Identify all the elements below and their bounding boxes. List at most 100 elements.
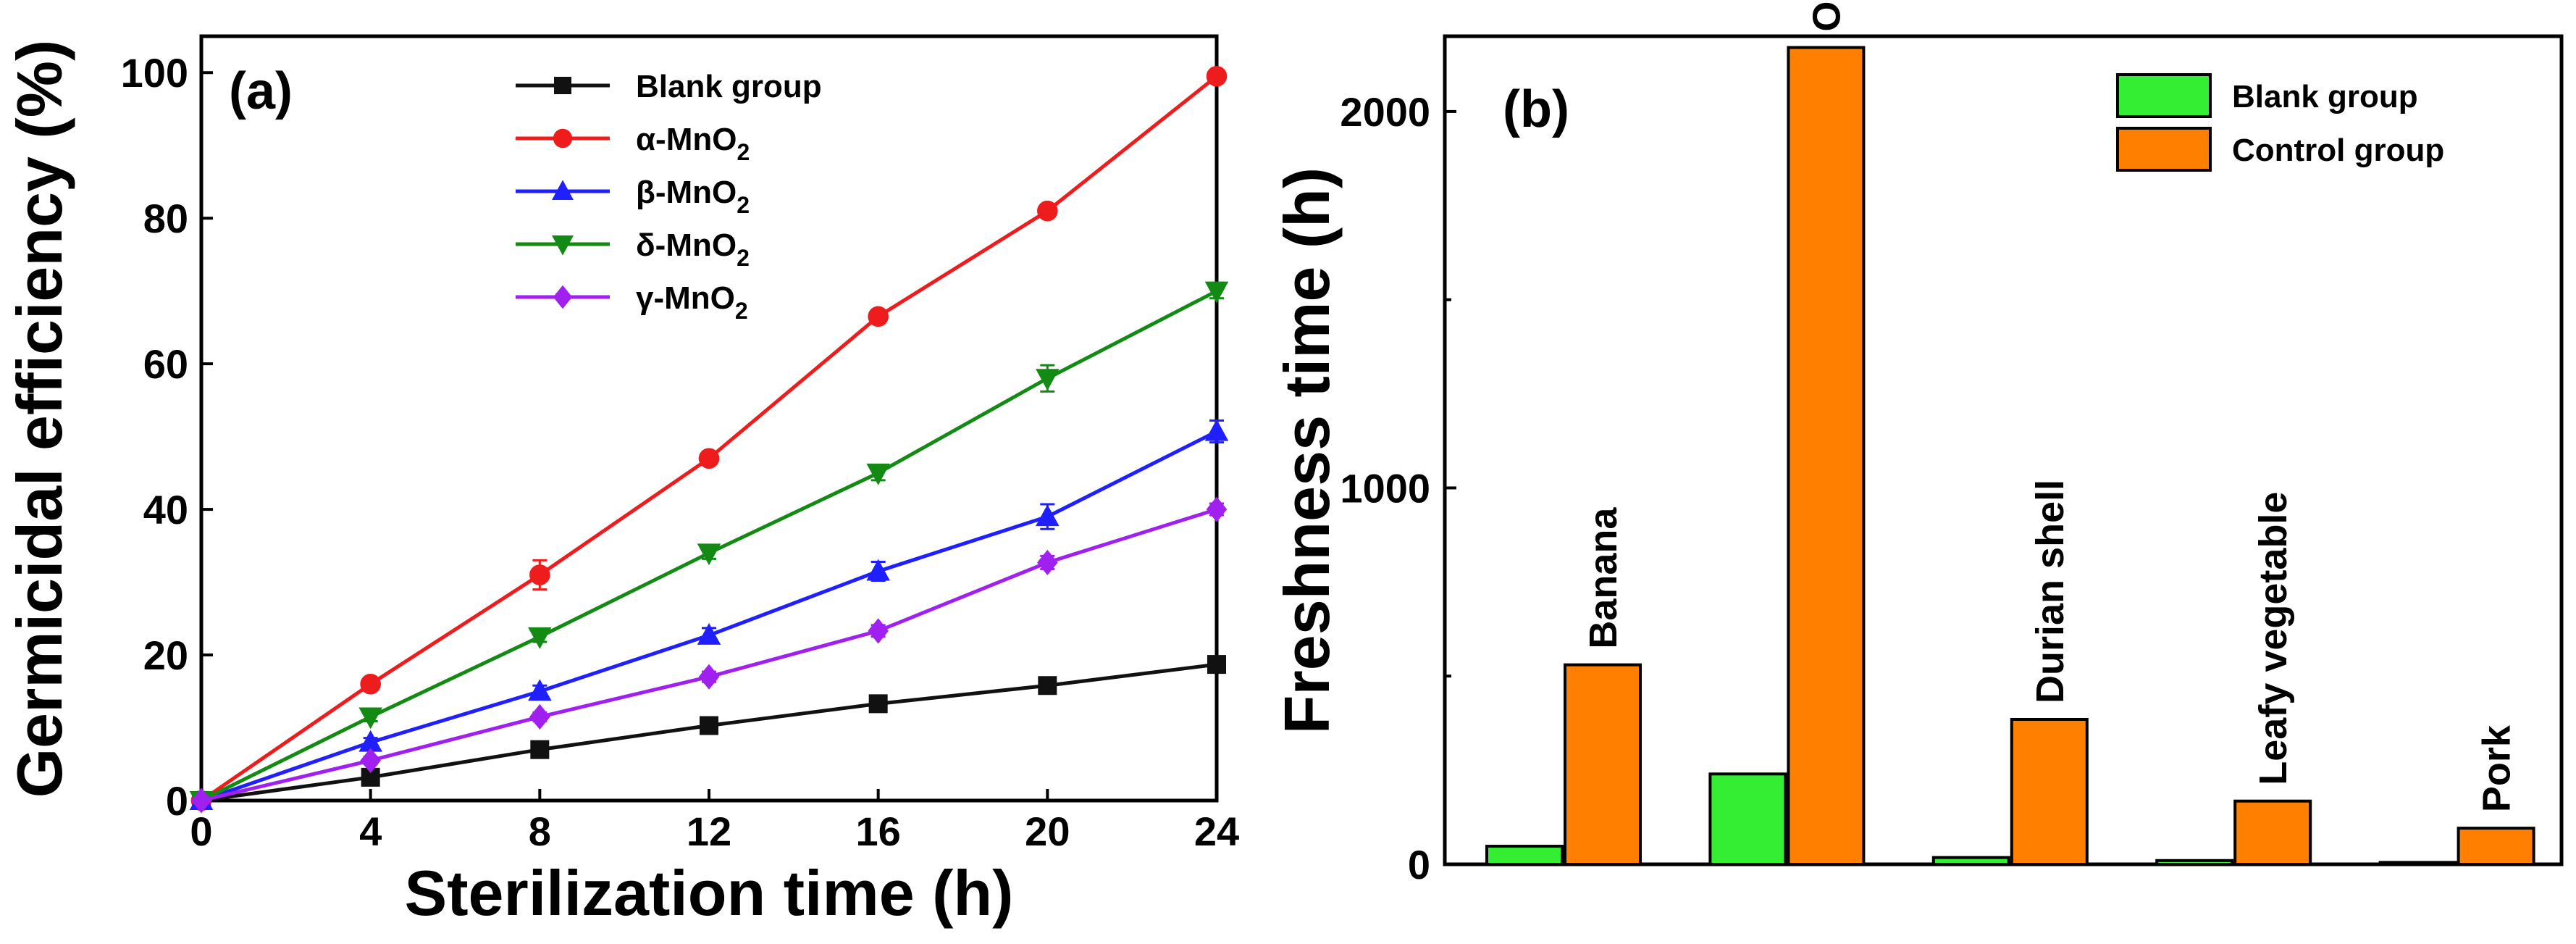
series-line: [201, 430, 1218, 803]
data-point: [358, 707, 382, 730]
y-tick-label: 0: [1408, 842, 1430, 887]
y-tick-label: 0: [166, 778, 188, 824]
data-point: [1036, 369, 1060, 391]
y-tick-label: 20: [143, 632, 188, 678]
bar-blank-group: [1708, 772, 1787, 866]
bar-group-Durian shell: Durian shell: [1931, 480, 2089, 866]
x-axis-title-a: Sterilization time (h): [405, 857, 1014, 929]
data-point: [868, 306, 889, 327]
series-γ-MnO2: [190, 496, 1228, 814]
bar-group-b: Banana Orange Durian shell Leafy vegetable P…: [1485, 0, 2535, 866]
bar-control-group: [2457, 827, 2535, 866]
legend-entry: Blank group: [2116, 73, 2418, 118]
data-point: [1204, 281, 1229, 304]
data-point: [554, 77, 571, 94]
y-tick-label: 100: [121, 50, 188, 96]
data-point: [552, 180, 574, 200]
legend-label: Control group: [2232, 133, 2444, 168]
x-tick-label: 24: [1194, 809, 1239, 854]
legend-label-main: δ-MnO: [636, 227, 737, 263]
y-axis-title-b: Freshness time (h): [1271, 167, 1343, 734]
bar-group-Pork: Pork: [2378, 724, 2535, 866]
data-point: [360, 673, 381, 695]
data-point: [697, 543, 721, 566]
legend-label: Blank group: [636, 69, 822, 104]
data-point: [1207, 655, 1226, 674]
bar-control-group: [1564, 663, 1642, 866]
data-point: [360, 748, 381, 774]
legend-label: Blank group: [2232, 79, 2418, 114]
data-point: [698, 664, 720, 690]
data-point: [1206, 65, 1228, 87]
x-tick-label: 4: [359, 809, 382, 854]
data-point: [1204, 419, 1229, 441]
x-tick-label: 12: [687, 809, 731, 854]
bar-blank-group: [2155, 859, 2234, 866]
legend-label-subscript: 2: [735, 298, 748, 324]
bar-blank-group: [1485, 845, 1564, 866]
bar-category-label: Durian shell: [2029, 480, 2072, 703]
series-β-MnO2: [189, 419, 1229, 810]
bar-category-label: Leafy vegetable: [2252, 492, 2295, 785]
legend-label-main: γ-MnO: [636, 280, 735, 316]
data-point: [1038, 676, 1057, 696]
legend-entry: γ-MnO2: [516, 280, 748, 324]
line-chart-panel-a: (a) 0 4 8 12 16 20 24 0 20 40 60 80 100 Blank group α…: [4, 34, 1240, 929]
bar-blank-group: [1931, 856, 2010, 866]
legend-entry: α-MnO2: [516, 122, 750, 165]
y-tick-label: 60: [143, 341, 188, 387]
data-point: [1206, 496, 1228, 522]
legend-label-subscript: 2: [737, 139, 750, 165]
data-point: [700, 716, 718, 735]
bar-blank-group: [2378, 861, 2457, 866]
data-point: [530, 740, 550, 759]
y-tick-label: 40: [143, 487, 188, 532]
x-tick-label: 0: [190, 809, 212, 854]
legend-label-main: α-MnO: [636, 122, 737, 157]
data-point: [698, 448, 720, 469]
bar-control-group: [1787, 46, 1866, 866]
legend-swatch: [2116, 127, 2212, 172]
y-tick-label: 1000: [1340, 465, 1430, 511]
data-point: [529, 703, 550, 730]
data-point: [866, 559, 890, 581]
tick-group-a: 0 4 8 12 16 20 24 0 20 40 60 80 100: [121, 50, 1240, 854]
data-point: [358, 730, 382, 752]
x-tick-label: 20: [1025, 809, 1070, 854]
data-point: [190, 788, 212, 814]
data-point: [553, 128, 573, 149]
bar-group-Orange: Orange: [1708, 0, 1866, 866]
data-point: [1037, 549, 1058, 575]
bar-control-group: [2010, 717, 2089, 866]
x-tick-label: 8: [529, 809, 551, 854]
legend-label: α-MnO2: [636, 122, 750, 165]
legend-label: β-MnO2: [636, 175, 750, 218]
data-point: [528, 679, 552, 701]
data-point: [866, 463, 890, 485]
data-point: [528, 627, 552, 649]
bar-group-Banana: Banana: [1485, 507, 1642, 866]
panel-label-a: (a): [229, 62, 293, 120]
legend-label-subscript: 2: [737, 245, 750, 271]
y-axis-title-a: Germicidal efficiency (%): [4, 40, 75, 798]
bar-category-label: Pork: [2475, 724, 2519, 812]
series-group-a: [189, 65, 1229, 814]
data-point: [1037, 200, 1058, 222]
legend-label: δ-MnO2: [636, 227, 750, 271]
data-point: [868, 694, 888, 714]
data-point: [553, 285, 573, 309]
bar-category-label: Orange: [1805, 0, 1848, 32]
legend-label-subscript: 2: [737, 192, 750, 218]
panel-label-b: (b): [1503, 80, 1569, 138]
bar-chart-panel-b: (b) 0 1000 2000 Banana Orange Durian shell Le…: [1271, 0, 2564, 887]
legend-entry: Control group: [2116, 127, 2444, 172]
legend-label-main: Blank group: [636, 69, 822, 104]
bar-category-label: Banana: [1582, 507, 1625, 649]
bar-control-group: [2233, 799, 2312, 866]
legend-label-main: β-MnO: [636, 175, 737, 210]
data-point: [868, 618, 889, 644]
y-tick-label: 80: [143, 196, 188, 241]
bar-group-Leafy vegetable: Leafy vegetable: [2155, 492, 2312, 866]
